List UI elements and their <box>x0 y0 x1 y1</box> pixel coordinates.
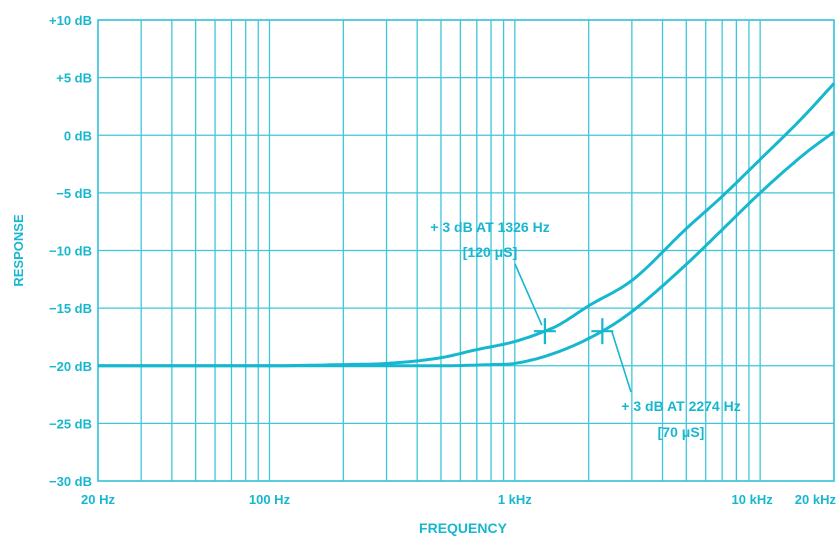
y-tick-label: +5 dB <box>56 71 92 86</box>
y-tick-label: 0 dB <box>64 128 92 143</box>
annotation-2274-line2: [70 μS] <box>658 424 705 440</box>
annotation-leader-1326 <box>514 263 543 326</box>
y-tick-label: −20 dB <box>49 359 92 374</box>
annotation-leader-2274 <box>611 331 632 393</box>
x-tick-label: 20 Hz <box>81 492 115 507</box>
annotation-1326-line2: [120 μS] <box>463 244 517 260</box>
x-axis-label: FREQUENCY <box>419 520 508 536</box>
annotations: + 3 dB AT 1326 Hz [120 μS] + 3 dB AT 227… <box>430 219 740 440</box>
y-tick-label: +10 dB <box>49 13 92 28</box>
series-lines <box>98 82 836 368</box>
y-axis-label: RESPONSE <box>11 214 26 287</box>
y-tick-label: −25 dB <box>49 416 92 431</box>
x-tick-label: 10 kHz <box>732 492 774 507</box>
x-tick-label: 20 kHz <box>795 492 837 507</box>
y-tick-labels: +10 dB +5 dB 0 dB −5 dB −10 dB −15 dB −20 dB −2… <box>49 13 92 489</box>
y-tick-label: −5 dB <box>56 186 92 201</box>
y-tick-label: −10 dB <box>49 244 92 259</box>
y-tick-label: −15 dB <box>49 301 92 316</box>
y-tick-label: −30 dB <box>49 474 92 489</box>
plot-frame <box>97 19 835 482</box>
x-tick-labels: 20 Hz 100 Hz 1 kHz 10 kHz 20 kHz <box>81 492 836 507</box>
series-line-2 <box>98 130 835 368</box>
annotation-2274-line1: + 3 dB AT 2274 Hz <box>621 398 740 414</box>
x-tick-label: 1 kHz <box>498 492 532 507</box>
marker-crosses <box>533 318 614 345</box>
annotation-1326-line1: + 3 dB AT 1326 Hz <box>430 219 549 235</box>
x-tick-label: 100 Hz <box>249 492 291 507</box>
